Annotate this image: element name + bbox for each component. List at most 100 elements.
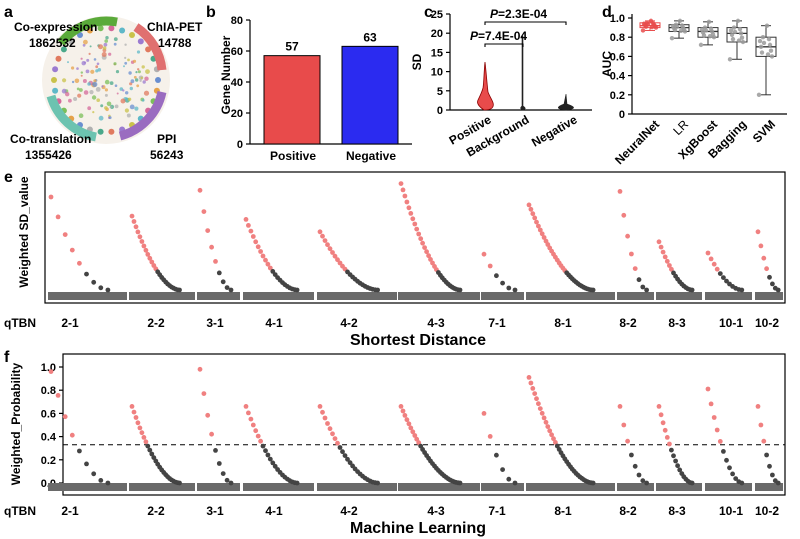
- e-point: [260, 253, 266, 259]
- e-group-label: 4-3: [427, 316, 445, 330]
- network-node: [86, 27, 93, 34]
- f-group-label: 8-3: [668, 504, 686, 518]
- d-point: [758, 44, 764, 49]
- f-point: [209, 431, 215, 437]
- network-node: [98, 44, 103, 50]
- d-ytick-label: 1.0: [610, 13, 625, 25]
- network-node: [96, 62, 100, 66]
- f-ytick-label: 0.4: [41, 432, 57, 444]
- f-zero-block: [656, 483, 702, 491]
- f-point: [711, 415, 717, 420]
- e-point: [253, 239, 259, 245]
- f-point: [537, 406, 543, 411]
- e-point: [708, 256, 714, 262]
- f-ytick-label: 0.8: [41, 385, 56, 397]
- d-ylabel: AUC: [600, 51, 614, 77]
- e-point: [139, 239, 145, 244]
- panel-label-e: e: [4, 169, 13, 186]
- e-row-label: qTBN: [4, 316, 36, 330]
- network-node: [73, 97, 78, 101]
- network-node: [137, 68, 140, 71]
- e-point: [755, 229, 761, 235]
- f-point: [332, 436, 338, 441]
- f-point: [263, 448, 268, 454]
- f-point: [629, 452, 634, 458]
- d-yticks: 0 0.2 0.4 0.6 0.8 1.0: [610, 13, 632, 121]
- e-zero-block: [755, 292, 783, 300]
- e-point: [325, 242, 330, 248]
- b-ytick-label: 40: [231, 77, 243, 89]
- network-node: [115, 70, 120, 74]
- e-group-label: 4-2: [340, 316, 358, 330]
- f-point: [147, 447, 153, 453]
- e-point: [131, 219, 137, 224]
- f-point: [528, 380, 534, 386]
- f-zero-block: [197, 483, 240, 491]
- f-zero-block: [526, 483, 615, 491]
- network-node: [78, 113, 84, 118]
- network-node: [98, 115, 104, 121]
- panel-label-f: f: [4, 349, 10, 366]
- f-point: [724, 457, 729, 463]
- f-ylabel: Weighted_Probability: [9, 362, 23, 485]
- e-point: [250, 234, 256, 239]
- e-point: [205, 228, 211, 234]
- f-point: [689, 480, 695, 486]
- f-point: [402, 413, 408, 418]
- e-point: [263, 257, 268, 263]
- e-point: [761, 255, 767, 261]
- e-point: [724, 278, 729, 284]
- c-ytick-label: 5: [437, 86, 443, 98]
- e-xlabel: Shortest Distance: [350, 332, 486, 349]
- f-point: [145, 443, 151, 449]
- d-point: [645, 22, 651, 27]
- d-box: [697, 27, 719, 38]
- e-point: [317, 229, 323, 235]
- f-scatter: [48, 366, 783, 491]
- f-point: [129, 404, 135, 409]
- e-group-label: 8-3: [668, 316, 686, 330]
- e-point: [177, 287, 182, 293]
- e-zero-block: [398, 292, 480, 300]
- c-ytick-label: 15: [431, 47, 443, 59]
- network-node: [102, 46, 107, 50]
- panel-label-a: a: [4, 4, 13, 21]
- f-zero-block: [48, 483, 127, 491]
- f-zero-block: [243, 483, 314, 491]
- e-zero-block: [317, 292, 397, 300]
- f-point: [400, 408, 406, 414]
- e-point: [426, 253, 431, 259]
- f-point: [730, 471, 735, 477]
- c-bracket-top: [484, 21, 567, 25]
- f-point: [406, 421, 412, 427]
- network-node: [80, 57, 83, 60]
- network-node: [109, 106, 112, 109]
- f-plot-frame: [62, 353, 786, 496]
- network-node: [82, 79, 87, 83]
- c-ylabel: SD: [410, 53, 424, 70]
- e-group-label: 8-2: [619, 316, 637, 330]
- e-group-label: 2-2: [147, 316, 165, 330]
- e-point: [147, 255, 153, 261]
- f-point: [640, 478, 646, 484]
- f-point: [135, 420, 141, 426]
- e-point: [330, 250, 335, 255]
- e-point: [770, 281, 775, 287]
- network-node: [85, 69, 90, 74]
- network-node: [145, 46, 152, 53]
- f-zero-block: [398, 483, 480, 491]
- f-group-label: 4-1: [265, 504, 283, 518]
- f-point: [253, 428, 259, 434]
- e-point: [402, 193, 408, 199]
- network-node: [71, 80, 75, 84]
- network-node: [129, 82, 133, 86]
- network-node: [100, 104, 104, 108]
- network-node: [101, 52, 107, 57]
- network-node: [135, 71, 138, 74]
- b-category-negative: Negative: [346, 149, 396, 163]
- network-node: [77, 93, 82, 98]
- network-node: [89, 45, 92, 48]
- e-point: [258, 249, 263, 254]
- network-node: [62, 78, 67, 83]
- d-point: [756, 92, 762, 98]
